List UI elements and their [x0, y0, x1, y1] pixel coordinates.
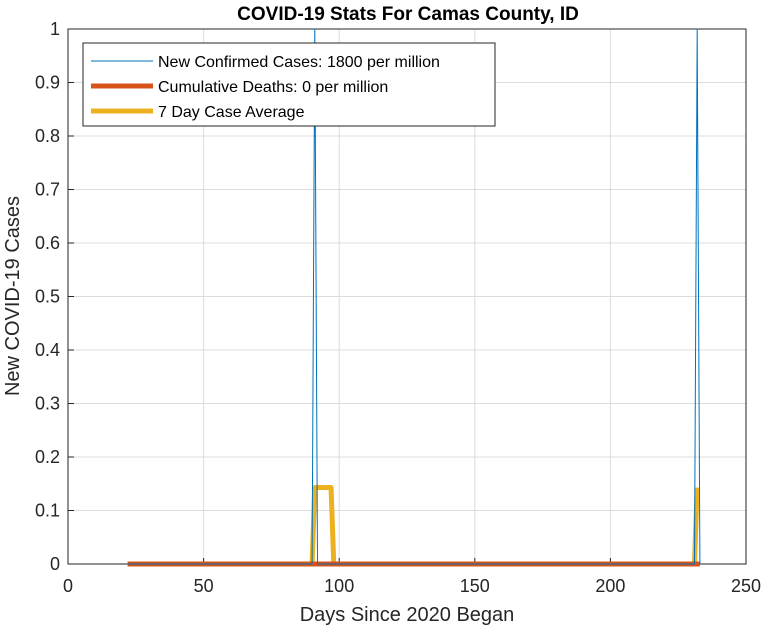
- x-tick-label: 50: [194, 576, 214, 596]
- y-axis-label: New COVID-19 Cases: [2, 196, 24, 396]
- y-tick-label: 1: [50, 19, 60, 39]
- series-line-average: [127, 485, 700, 567]
- legend-label-new-cases: New Confirmed Cases: 1800 per million: [158, 54, 440, 71]
- y-tick-label: 0.9: [35, 73, 60, 93]
- y-tick-label: 0.7: [35, 180, 60, 200]
- legend-label-deaths: Cumulative Deaths: 0 per million: [158, 79, 388, 96]
- y-tick-label: 0.3: [35, 394, 60, 414]
- y-tick-label: 0: [50, 554, 60, 574]
- x-axis-ticks: 0 50 100 150 200 250: [63, 558, 761, 596]
- y-tick-label: 0.5: [35, 287, 60, 307]
- x-tick-label: 100: [324, 576, 354, 596]
- y-axis-ticks: 0 0.1 0.2 0.3 0.4 0.5 0.6 0.7 0.8 0.9 1: [35, 19, 74, 574]
- x-tick-label: 0: [63, 576, 73, 596]
- y-tick-label: 0.8: [35, 126, 60, 146]
- x-tick-label: 200: [595, 576, 625, 596]
- x-tick-label: 250: [731, 576, 761, 596]
- y-tick-label: 0.1: [35, 501, 60, 521]
- chart-title: COVID-19 Stats For Camas County, ID: [237, 4, 579, 25]
- y-tick-label: 0.4: [35, 340, 60, 360]
- y-tick-label: 0.6: [35, 233, 60, 253]
- legend: New Confirmed Cases: 1800 per million Cu…: [82, 42, 496, 127]
- series-line-new-cases: [127, 28, 701, 565]
- x-tick-label: 150: [460, 576, 490, 596]
- x-axis-label: Days Since 2020 Began: [300, 604, 515, 626]
- legend-label-average: 7 Day Case Average: [158, 104, 305, 121]
- series-lines: [127, 28, 701, 567]
- y-tick-label: 0.2: [35, 447, 60, 467]
